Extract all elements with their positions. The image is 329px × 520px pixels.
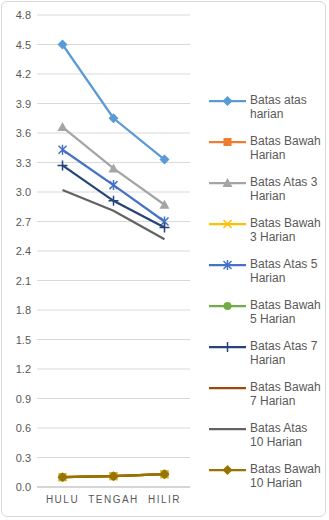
grid-line bbox=[37, 15, 190, 16]
grid-line bbox=[37, 103, 190, 104]
grid-line bbox=[37, 310, 190, 311]
series-line bbox=[63, 45, 165, 160]
marker bbox=[110, 472, 118, 480]
legend-swatch bbox=[209, 428, 246, 430]
y-tick-label: 4.5 bbox=[16, 39, 31, 51]
marker bbox=[58, 472, 68, 482]
marker bbox=[160, 155, 170, 165]
marker bbox=[58, 40, 68, 50]
marker bbox=[223, 342, 233, 352]
grid-line bbox=[37, 457, 190, 458]
x-tick-label: HILIR bbox=[148, 494, 181, 505]
grid-line bbox=[37, 369, 190, 370]
y-tick-label: 2.7 bbox=[16, 216, 31, 228]
marker bbox=[160, 469, 170, 479]
marker bbox=[58, 122, 68, 131]
y-tick-label: 1.5 bbox=[16, 334, 31, 346]
y-tick-label: 0.9 bbox=[16, 393, 31, 405]
grid-line bbox=[37, 487, 190, 488]
marker bbox=[223, 178, 233, 187]
marker bbox=[109, 196, 119, 206]
grid-line bbox=[37, 221, 190, 222]
y-tick-label: 0.6 bbox=[16, 422, 31, 434]
grid-line bbox=[37, 74, 190, 75]
x-tick-label: HULU bbox=[46, 494, 79, 505]
grid-line bbox=[37, 192, 190, 193]
y-tick-label: 1.2 bbox=[16, 363, 31, 375]
legend-label: Batas Bawah 7 Harian bbox=[250, 380, 322, 408]
y-tick-label: 1.8 bbox=[16, 304, 31, 316]
marker bbox=[224, 138, 232, 146]
marker bbox=[109, 163, 119, 172]
grid-line bbox=[37, 162, 190, 163]
grid-line bbox=[37, 280, 190, 281]
legend-label: Batas Bawah Harian bbox=[250, 134, 322, 162]
legend-label: Batas Bawah 5 Harian bbox=[250, 298, 322, 326]
marker bbox=[223, 465, 233, 475]
legend-label: Batas Bawah 3 Harian bbox=[250, 216, 322, 244]
series-line bbox=[63, 127, 165, 205]
plot-area bbox=[58, 40, 170, 483]
marker bbox=[161, 470, 169, 478]
x-axis bbox=[37, 487, 190, 488]
legend-label: Batas Atas 3 Harian bbox=[250, 175, 322, 203]
grid-line bbox=[37, 339, 190, 340]
grid-line bbox=[37, 133, 190, 134]
marker bbox=[59, 145, 67, 155]
legend-label: Batas Atas 7 Harian bbox=[250, 339, 322, 367]
marker bbox=[224, 260, 232, 270]
legend-label: Batas Atas 5 Harian bbox=[250, 257, 322, 285]
y-tick-label: 0.0 bbox=[16, 481, 31, 493]
marker bbox=[110, 180, 118, 190]
y-tick-label: 0.3 bbox=[16, 452, 31, 464]
marker bbox=[161, 470, 169, 478]
y-tick-label: 2.1 bbox=[16, 275, 31, 287]
y-tick-label: 3.3 bbox=[16, 157, 31, 169]
marker bbox=[109, 113, 119, 123]
marker bbox=[160, 222, 170, 232]
x-tick-label: TENGAH bbox=[88, 494, 139, 505]
series-line bbox=[63, 190, 165, 239]
y-tick-label: 4.2 bbox=[16, 68, 31, 80]
marker bbox=[224, 220, 232, 228]
marker bbox=[223, 96, 233, 106]
marker bbox=[110, 472, 118, 480]
grid-line bbox=[37, 428, 190, 429]
y-tick-label: 3.0 bbox=[16, 186, 31, 198]
marker bbox=[161, 470, 169, 478]
y-tick-label: 3.6 bbox=[16, 127, 31, 139]
marker bbox=[110, 472, 118, 480]
marker bbox=[59, 473, 67, 481]
y-tick-label: 2.4 bbox=[16, 245, 31, 257]
legend-swatch bbox=[209, 387, 246, 389]
marker bbox=[58, 160, 68, 170]
y-tick-label: 4.8 bbox=[16, 9, 31, 21]
legend-label: Batas Bawah 10 Harian bbox=[250, 462, 322, 490]
marker bbox=[109, 471, 119, 481]
y-tick-label: 3.9 bbox=[16, 98, 31, 110]
grid-line bbox=[37, 398, 190, 399]
marker bbox=[160, 200, 170, 209]
marker bbox=[224, 302, 232, 310]
marker bbox=[59, 473, 67, 481]
marker bbox=[59, 473, 67, 481]
legend-label: Batas Atas 10 Harian bbox=[250, 421, 322, 449]
grid-line bbox=[37, 251, 190, 252]
legend-label: Batas atas harian bbox=[250, 93, 322, 121]
